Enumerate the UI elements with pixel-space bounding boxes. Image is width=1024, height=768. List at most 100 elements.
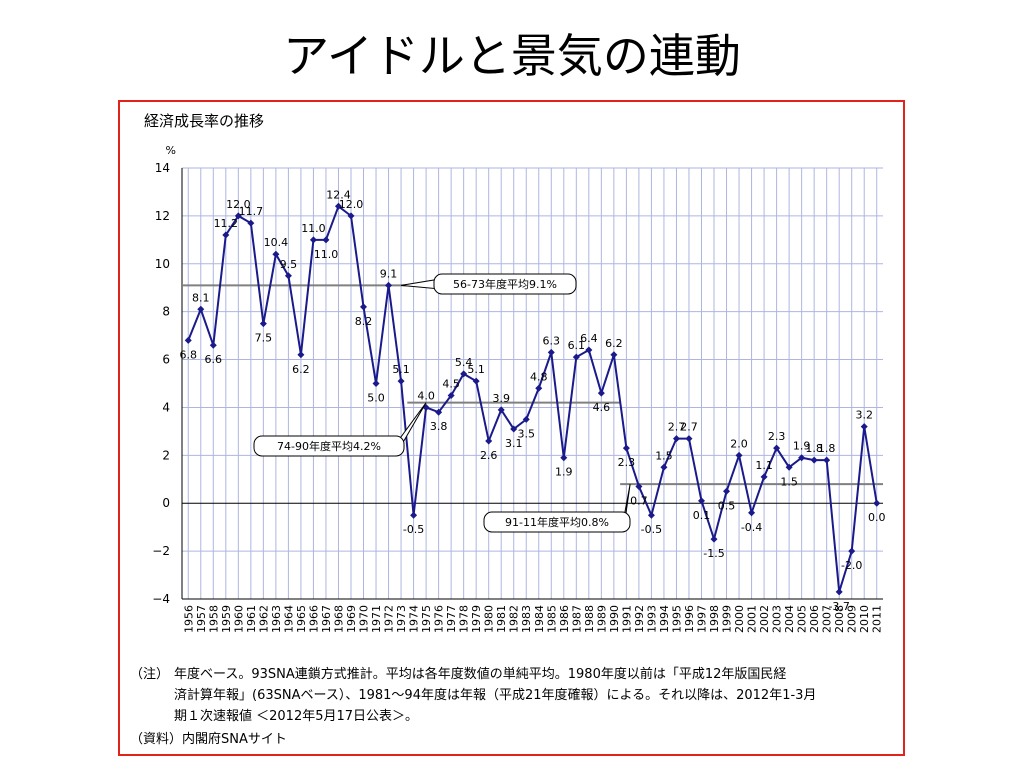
x-tick-label: 1972 (383, 605, 396, 633)
x-tick-label: 1968 (332, 605, 345, 633)
y-tick-label: 6 (162, 353, 170, 367)
data-point (585, 346, 593, 354)
x-tick-label: 1986 (558, 605, 571, 633)
data-point (785, 463, 793, 471)
data-point (447, 391, 455, 399)
data-point (572, 353, 580, 361)
y-tick-label: 4 (162, 400, 170, 414)
y-tick-label: −4 (152, 592, 170, 606)
data-point (347, 212, 355, 220)
data-label: 1.9 (793, 440, 811, 453)
data-label: -0.5 (403, 523, 424, 536)
x-tick-label: 1959 (220, 605, 233, 633)
x-tick-label: 1962 (257, 605, 270, 633)
grid-layer (182, 167, 883, 600)
x-tick-label: 1982 (508, 605, 521, 633)
growth-rate-line-chart: −4 −2 0 2 4 6 8 10 12 14% 1956 1957 1958 1959 1960 1961… (152, 144, 886, 633)
note-line-2: 済計算年報」(63SNAベース）、1981～94年度は年報（平成21年度確報）に… (174, 688, 817, 703)
data-point (798, 454, 806, 462)
data-label: 7.5 (255, 332, 273, 345)
x-tick-label: 1965 (295, 605, 308, 633)
x-tick-label: 2011 (871, 605, 884, 633)
callout-label: 74-90年度平均4.2% (277, 439, 381, 453)
data-point (547, 348, 555, 356)
growth-rate-line (187, 204, 878, 593)
data-label: 6.2 (292, 363, 310, 376)
data-point (522, 415, 530, 423)
x-tick-label: 1984 (533, 605, 546, 633)
data-label: 8.1 (192, 291, 210, 304)
x-tick-label: 1966 (307, 605, 320, 633)
data-point (197, 305, 205, 313)
data-point (635, 482, 643, 490)
data-label: 12.0 (339, 198, 364, 211)
data-label: 11.2 (214, 217, 239, 230)
data-label: 5.1 (392, 363, 410, 376)
data-label: 6.3 (543, 334, 561, 347)
series-layer (184, 202, 881, 596)
data-point (660, 463, 668, 471)
data-label: 9.1 (380, 267, 398, 280)
x-tick-label: 1997 (695, 605, 708, 633)
chart-title: 経済成長率の推移 (144, 112, 265, 130)
data-point (322, 236, 330, 244)
data-point (284, 272, 292, 280)
x-tick-label: 1978 (458, 605, 471, 633)
x-tick-label: 1993 (645, 605, 658, 633)
x-tick-label: 1960 (232, 605, 245, 633)
data-label: 0.5 (718, 499, 736, 512)
data-point (647, 511, 655, 519)
x-tick-label: 2004 (783, 605, 796, 633)
x-tick-label: 1977 (445, 605, 458, 633)
slide-title: アイドルと景気の連動 (283, 29, 741, 83)
x-tick-label: 1971 (370, 605, 383, 633)
data-labels-layer: 6.88.16.611.212.011.77.510.49.56.211.011… (180, 188, 886, 613)
data-point (597, 389, 605, 397)
data-label: 2.7 (668, 421, 686, 434)
data-label: 11.0 (314, 248, 339, 261)
data-label: 4.6 (593, 401, 611, 414)
data-label: 6.8 (180, 348, 198, 361)
data-label: 5.4 (455, 356, 473, 369)
data-label: 3.5 (517, 427, 535, 440)
data-point (334, 202, 342, 210)
chart-notes: （注） 年度ベース。93SNA連鎖方式推計。平均は各年度数値の単純平均。1980… (130, 664, 900, 750)
data-label: 4.5 (442, 377, 460, 390)
callout-label: 56-73年度平均9.1% (453, 277, 557, 291)
callout-box (483, 511, 631, 533)
data-point (710, 535, 718, 543)
x-tick-label: 1980 (483, 605, 496, 633)
data-point (397, 377, 405, 385)
data-point (735, 451, 743, 459)
x-tick-label: 1999 (721, 605, 734, 633)
x-tick-label: 2002 (758, 605, 771, 633)
x-tick-label: 1958 (207, 605, 220, 633)
data-label: 5.0 (367, 392, 385, 405)
axis-layer: −4 −2 0 2 4 6 8 10 12 14% 1956 1957 1958 1959 1960 1961… (152, 144, 883, 633)
data-label: -0.4 (741, 521, 762, 534)
data-label: 1.8 (818, 442, 836, 455)
x-tick-label: 1991 (620, 605, 633, 633)
data-label: 3.1 (505, 437, 523, 450)
x-tick-label: 2000 (733, 605, 746, 633)
data-point (723, 487, 731, 495)
data-point (760, 473, 768, 481)
data-point (372, 380, 380, 387)
data-point (485, 437, 493, 445)
x-tick-label: 1961 (245, 605, 258, 633)
y-tick-label: 10 (155, 257, 170, 271)
data-label: 6.6 (205, 353, 223, 366)
x-tick-label: 2007 (821, 605, 834, 633)
data-point (773, 444, 781, 452)
x-tick-label: 1976 (433, 605, 446, 633)
y-axis-unit: % (166, 144, 176, 157)
x-tick-label: 1985 (545, 605, 558, 633)
data-label: 1.5 (655, 449, 673, 462)
x-tick-label: 2005 (796, 605, 809, 633)
x-tick-label: 1967 (320, 605, 333, 633)
y-tick-label: 12 (155, 209, 170, 223)
data-label: 6.2 (605, 337, 623, 350)
x-tick-label: 1975 (420, 605, 433, 633)
data-point (835, 588, 843, 596)
data-label: 1.1 (755, 459, 773, 472)
